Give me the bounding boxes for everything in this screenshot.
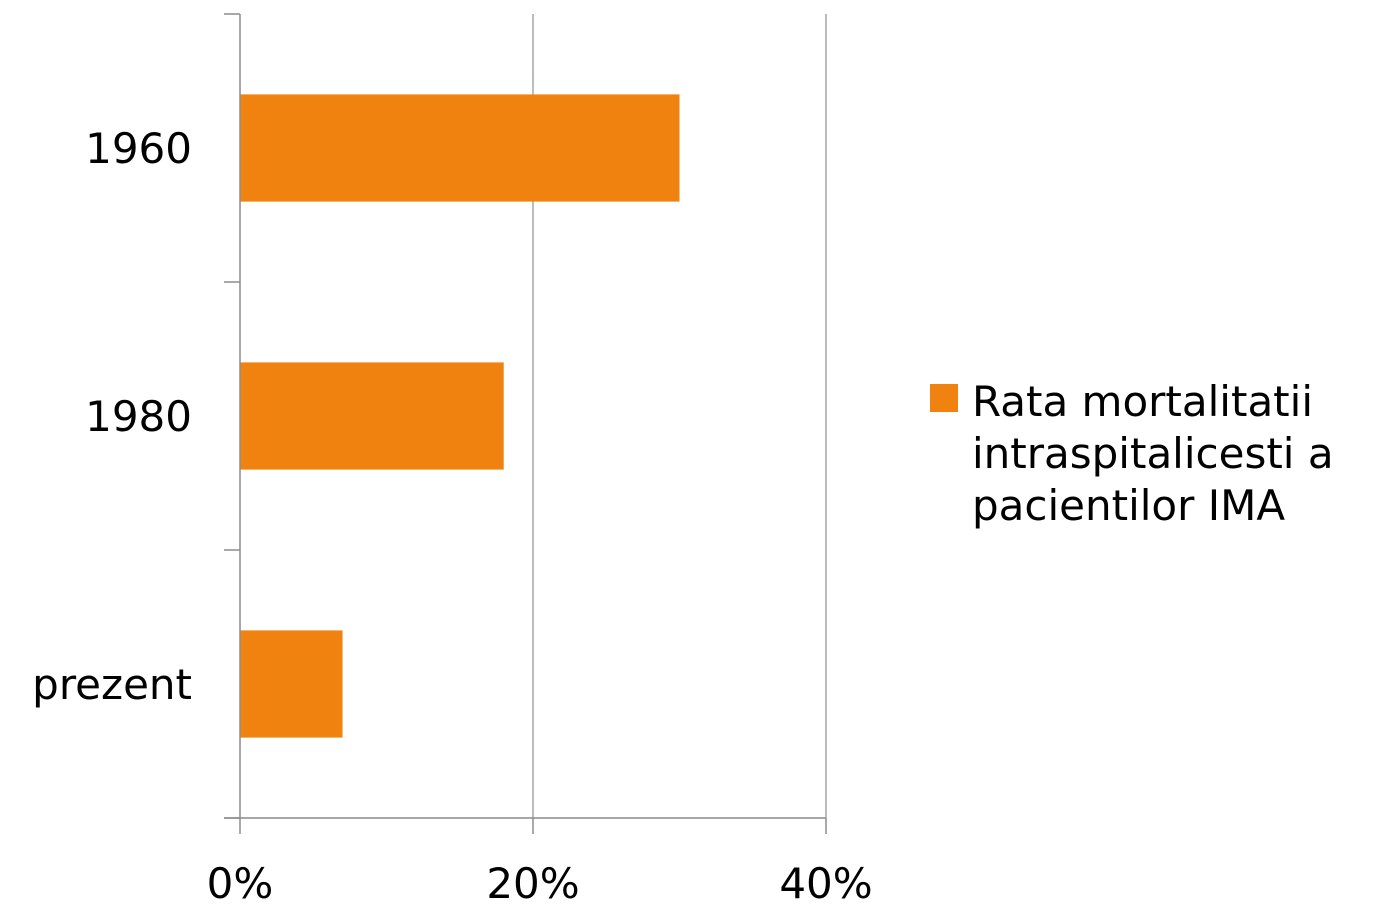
x-tick-label: 0% (207, 859, 274, 904)
y-tick-label: 1980 (85, 392, 192, 441)
bar (240, 630, 343, 738)
y-tick-label: prezent (32, 660, 192, 709)
x-tick-label: 40% (779, 859, 872, 904)
legend-label: Rata mortalitatii intraspitalicesti a pa… (972, 377, 1334, 530)
tick-labels: 1960 1980 prezent 0% 20% 40% (32, 124, 873, 904)
x-tick-label: 20% (486, 859, 579, 904)
legend-swatch (930, 384, 958, 412)
bar (240, 362, 504, 470)
bars (240, 94, 680, 738)
bar (240, 94, 680, 202)
legend: Rata mortalitatii intraspitalicesti a pa… (930, 376, 1380, 532)
y-tick-label: 1960 (85, 124, 192, 173)
axes (224, 13, 827, 834)
